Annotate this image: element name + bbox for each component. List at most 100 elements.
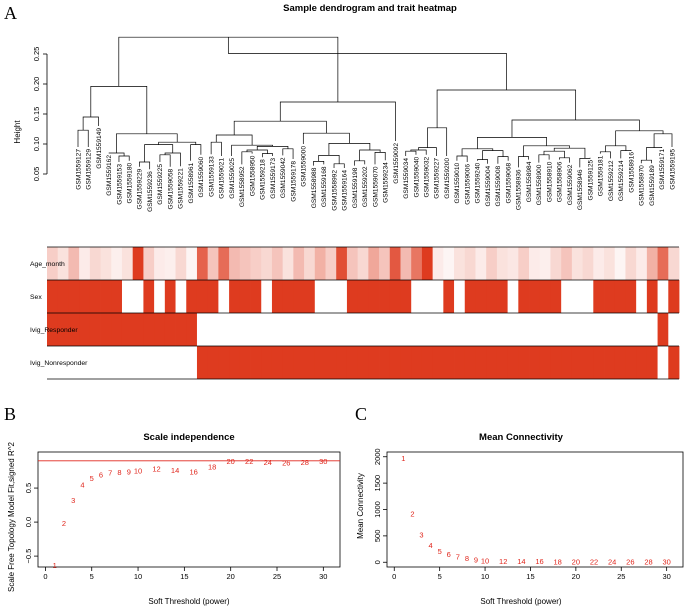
leaf-label: GSM1559229: [137, 168, 144, 209]
data-point-label: 26: [626, 558, 634, 567]
heatmap-cell: [325, 247, 337, 280]
heatmap-cell: [121, 280, 134, 313]
heatmap-cell: [454, 313, 466, 346]
trait-label: Age_month: [30, 261, 65, 268]
heatmap-cell: [261, 247, 273, 280]
heatmap-cell: [464, 346, 476, 379]
heatmap-cell: [593, 346, 605, 379]
heatmap-cell: [154, 313, 166, 346]
data-point-label: 24: [264, 458, 272, 467]
heatmap-cell: [164, 346, 176, 379]
leaf-label: GSM1559068: [505, 162, 512, 203]
heatmap-cell: [336, 247, 348, 280]
dendrogram-link: [302, 132, 350, 144]
data-point-label: 5: [90, 474, 94, 483]
heatmap-cell: [196, 346, 209, 379]
data-point-label: 14: [171, 466, 179, 475]
heatmap-cell: [411, 280, 423, 313]
data-point-label: 8: [465, 554, 469, 563]
heatmap-cell: [571, 280, 583, 313]
heatmap-cell: [111, 313, 123, 346]
leaf-label: GSM1559004: [485, 165, 492, 206]
leaf-label: GSM1559198: [352, 167, 359, 208]
panel-letter-a: A: [4, 3, 17, 23]
heatmap-cell: [411, 346, 423, 379]
heatmap-cell: [368, 346, 380, 379]
x-tick-label: 5: [438, 572, 442, 581]
dendrogram-link: [313, 161, 325, 166]
heatmap-cell: [604, 247, 616, 280]
x-tick-label: 30: [319, 572, 327, 581]
data-point-label: 18: [554, 557, 562, 566]
heatmap-cell: [57, 313, 69, 346]
heatmap-cell: [293, 313, 305, 346]
heatmap-cell: [111, 346, 123, 379]
data-point-label: 6: [99, 471, 103, 480]
heatmap-cell: [186, 313, 198, 346]
leaf-label: GSM1559092: [393, 143, 400, 184]
leaf-label: GSM1558961: [188, 162, 195, 203]
leaf-label: GSM1559034: [403, 158, 410, 199]
heatmap-cell: [432, 346, 444, 379]
heatmap-cell: [304, 346, 316, 379]
heatmap-cell: [593, 313, 605, 346]
heatmap-cell: [271, 346, 284, 379]
heatmap-cell: [357, 247, 369, 280]
x-tick-label: 10: [481, 572, 489, 581]
data-point-label: 5: [438, 547, 442, 556]
data-point-label: 28: [644, 558, 652, 567]
leaf-label: GSM1559021: [219, 158, 226, 199]
leaf-label: GSM1559225: [157, 164, 164, 205]
heatmap-cell: [625, 313, 637, 346]
heatmap-cell: [421, 346, 434, 379]
dendrogram-link: [653, 133, 673, 148]
leaf-label: GSM1559000: [301, 146, 308, 187]
data-point-label: 22: [245, 457, 253, 466]
heatmap-cell: [636, 346, 648, 379]
leaf-label: GSM1559129: [86, 149, 93, 190]
heatmap-cell: [314, 280, 326, 313]
heatmap-cell: [100, 313, 112, 346]
leaf-label: GSM1559240: [475, 162, 482, 203]
heatmap-cell: [336, 313, 348, 346]
data-point-label: 7: [456, 553, 460, 562]
leaf-label: GSM1559062: [567, 164, 574, 205]
heatmap-cell: [47, 247, 59, 280]
heatmap-cell: [175, 346, 187, 379]
mean-connectivity-x-label: Soft Threshold (power): [480, 597, 562, 606]
leaf-label: GSM1559032: [424, 156, 431, 197]
data-point-label: 3: [419, 530, 423, 539]
dendrogram-link: [227, 37, 507, 90]
heatmap-cell: [346, 247, 359, 280]
heatmap-cell: [539, 313, 551, 346]
data-point-label: 30: [662, 558, 670, 567]
heatmap-cell: [496, 313, 509, 346]
heatmap-cell: [668, 313, 680, 346]
leaf-label: GSM1559010: [454, 162, 461, 203]
data-point-label: 4: [428, 541, 432, 550]
leaf-label: GSM1559133: [208, 156, 215, 197]
heatmap-cell: [636, 247, 648, 280]
heatmap-cell: [207, 280, 219, 313]
dendrogram-y-tick-label: 0.10: [32, 137, 41, 152]
leaf-label: GSM1558992: [331, 170, 338, 211]
heatmap-cell: [657, 280, 669, 313]
heatmap-cell: [325, 280, 337, 313]
heatmap-cell: [443, 346, 455, 379]
heatmap-cell: [261, 346, 273, 379]
heatmap-cell: [111, 280, 123, 313]
leaf-label: GSM1558984: [526, 161, 533, 202]
heatmap-cell: [646, 346, 658, 379]
heatmap-cell: [550, 313, 562, 346]
heatmap-cell: [271, 247, 284, 280]
heatmap-cell: [625, 280, 637, 313]
heatmap-cell: [625, 247, 637, 280]
heatmap-cell: [143, 346, 155, 379]
leaf-label: GSM1559127: [75, 149, 82, 190]
scale-independence-y-label: Scale Free Topology Model Fit,signed R^2: [7, 441, 16, 591]
heatmap-cell: [68, 346, 80, 379]
heatmap-cell: [68, 313, 80, 346]
heatmap-cell: [282, 247, 294, 280]
leaf-label: GSM1559006: [464, 164, 471, 205]
heatmap-cell: [539, 346, 551, 379]
